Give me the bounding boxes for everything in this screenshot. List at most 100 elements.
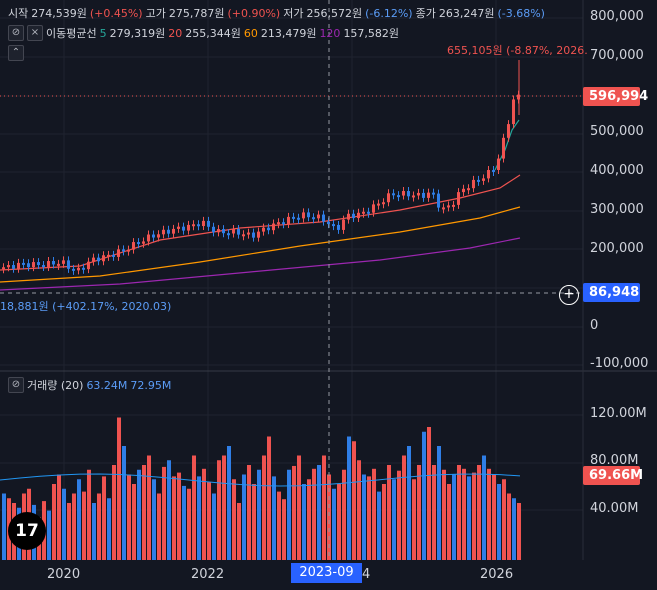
candle-body <box>427 192 430 198</box>
candle-body <box>112 254 115 257</box>
volume-bar <box>462 468 466 560</box>
candle-body <box>377 203 380 206</box>
candle-body <box>2 267 5 270</box>
low-annotation: 18,881원 (+402.17%, 2020.03) <box>0 300 172 313</box>
candle-body <box>487 170 490 179</box>
ma-value-5: 279,319원 <box>109 27 166 40</box>
volume-bar <box>517 503 521 560</box>
candle-body <box>12 265 15 269</box>
close-value: 263,247원 <box>438 7 495 20</box>
volume-bar <box>132 484 136 560</box>
volume-bar <box>447 484 451 560</box>
candle-body <box>482 178 485 181</box>
candle-body <box>357 212 360 219</box>
volume-bar <box>442 469 446 560</box>
candle-body <box>492 170 495 173</box>
volume-bar <box>102 476 106 560</box>
add-alert-plus-icon[interactable]: + <box>559 285 579 305</box>
candle-body <box>382 202 385 205</box>
volume-bar <box>492 474 496 560</box>
candle-body <box>167 229 170 234</box>
candle-body <box>107 254 110 257</box>
volume-bar <box>147 455 151 560</box>
volume-bar <box>337 484 341 560</box>
candle-body <box>312 217 315 220</box>
high-annotation: 655,105원 (-8.87%, 2026. <box>447 44 588 57</box>
eye-slash-icon[interactable]: ⊘ <box>8 377 24 393</box>
volume-bar <box>327 474 331 560</box>
volume-bar <box>392 479 396 560</box>
candle-body <box>417 192 420 196</box>
candle-body <box>132 242 135 250</box>
volume-bar <box>412 479 416 560</box>
volume-tick: 40.00M <box>590 501 639 516</box>
volume-bar <box>307 479 311 560</box>
volume-bar <box>332 488 336 560</box>
volume-bar <box>122 446 126 560</box>
open-pct: (+0.45%) <box>89 6 143 20</box>
volume-bar <box>257 469 261 560</box>
crosshair-time-badge: 2023-09 <box>291 563 362 583</box>
volume-bar <box>342 469 346 560</box>
candle-body <box>127 249 130 252</box>
candle-body <box>222 229 225 234</box>
candle-body <box>67 260 70 269</box>
volume-bar <box>367 476 371 560</box>
price-tick: 800,000 <box>590 9 644 24</box>
volume-title: 거래량 (20) <box>27 379 84 392</box>
candle-body <box>502 137 505 159</box>
volume-bar <box>377 491 381 560</box>
volume-bar <box>187 488 191 560</box>
candle-body <box>507 124 510 138</box>
volume-bar <box>137 469 141 560</box>
volume-bar <box>82 491 86 560</box>
ma-20-line <box>0 174 521 271</box>
volume-bar <box>482 455 486 560</box>
candle-body <box>442 207 445 210</box>
ma-60-line <box>0 206 521 283</box>
open-label: 시작 <box>8 7 29 20</box>
candle-body <box>472 179 475 189</box>
candle-body <box>177 226 180 229</box>
candle-body <box>437 193 440 208</box>
eye-slash-icon[interactable]: ⊘ <box>8 25 24 41</box>
high-value: 275,787원 <box>168 7 225 20</box>
candle-body <box>197 224 200 227</box>
ma-legend: ⊘ × 이동평균선 5 279,319원 20 255,344원 60 213,… <box>8 25 399 41</box>
time-tick: 2026 <box>480 567 514 582</box>
volume-bar <box>47 510 51 560</box>
volume-bar <box>472 472 476 560</box>
volume-bar <box>67 503 71 560</box>
candle-body <box>407 191 410 197</box>
volume-bar <box>262 455 266 560</box>
volume-bar <box>352 441 356 560</box>
close-icon[interactable]: × <box>27 25 43 41</box>
candle-body <box>237 229 240 235</box>
volume-bar <box>267 436 271 560</box>
volume-bar <box>387 465 391 560</box>
chevron-up-icon[interactable]: ⌃ <box>8 45 24 61</box>
volume-bar <box>312 468 316 560</box>
time-tick: 2022 <box>191 567 225 582</box>
low-label: 저가 <box>283 7 304 20</box>
volume-bar <box>407 446 411 560</box>
volume-bar <box>357 460 361 560</box>
volume-bar <box>222 455 226 560</box>
volume-bar <box>72 493 76 560</box>
volume-bar <box>402 455 406 560</box>
candle-body <box>257 231 260 238</box>
volume-bar <box>242 474 246 560</box>
candle-body <box>122 249 125 252</box>
volume-bar <box>197 476 201 560</box>
volume-bar <box>117 417 121 560</box>
volume-bar <box>502 479 506 560</box>
collapse-row: ⌃ <box>8 45 24 61</box>
candle-body <box>477 179 480 182</box>
candle-body <box>467 188 470 191</box>
ma-period-120: 120 <box>319 26 341 40</box>
candle-body <box>387 193 390 203</box>
candle-body <box>497 158 500 171</box>
candle-body <box>422 192 425 198</box>
volume-bar <box>487 468 491 560</box>
